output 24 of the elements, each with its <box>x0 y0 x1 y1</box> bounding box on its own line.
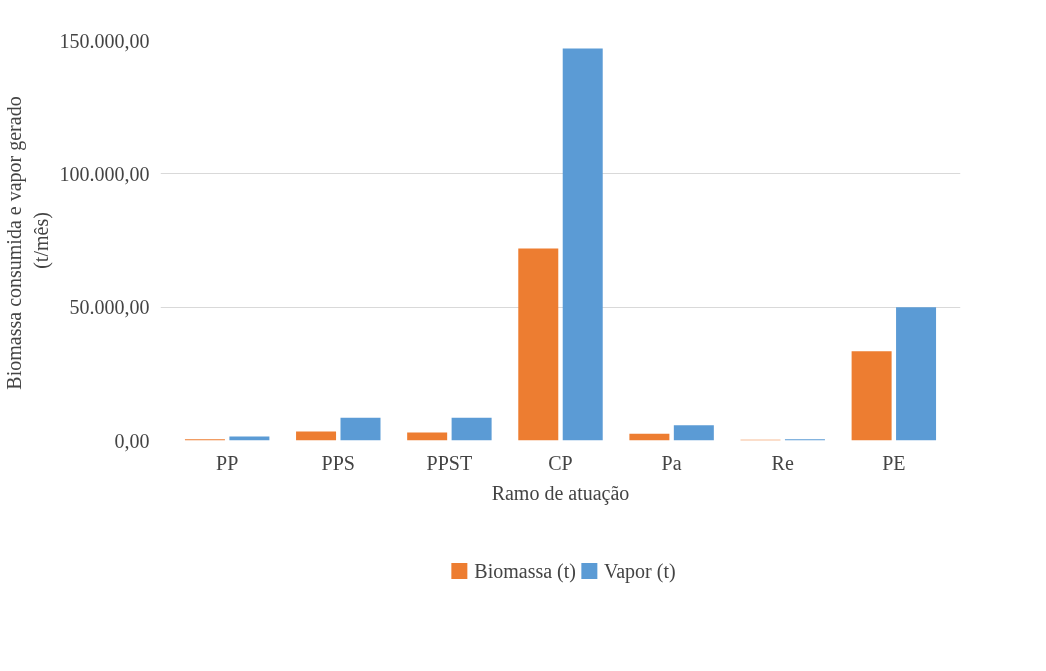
y-axis-title: Biomassa consumida e vapor gerado (t/mês) <box>3 96 53 390</box>
legend-label: Vapor (t) <box>603 559 676 583</box>
bar <box>518 248 559 441</box>
y-tick-label: 150.000,00 <box>59 29 150 52</box>
x-tick-label: PPST <box>426 451 473 474</box>
bar <box>296 431 337 441</box>
x-tick-label: PP <box>216 451 239 474</box>
x-tick-label: PE <box>882 451 906 474</box>
y-tick-label: 100.000,00 <box>59 162 150 185</box>
x-tick-label: Pa <box>661 451 682 474</box>
bar <box>340 417 381 441</box>
bar <box>562 48 603 441</box>
y-tick-label: 50.000,00 <box>69 296 150 319</box>
bar <box>851 351 892 441</box>
bar <box>451 417 492 441</box>
y-tick-label: 0,00 <box>114 429 150 452</box>
x-tick-label: Re <box>771 451 794 474</box>
x-tick-label: PPS <box>321 451 355 474</box>
bar <box>896 307 937 441</box>
bar <box>629 433 670 441</box>
legend-label: Biomassa (t) <box>474 559 576 583</box>
x-axis-title: Ramo de atuação <box>491 481 630 505</box>
x-tick-label: CP <box>548 451 573 474</box>
bar <box>673 425 714 441</box>
